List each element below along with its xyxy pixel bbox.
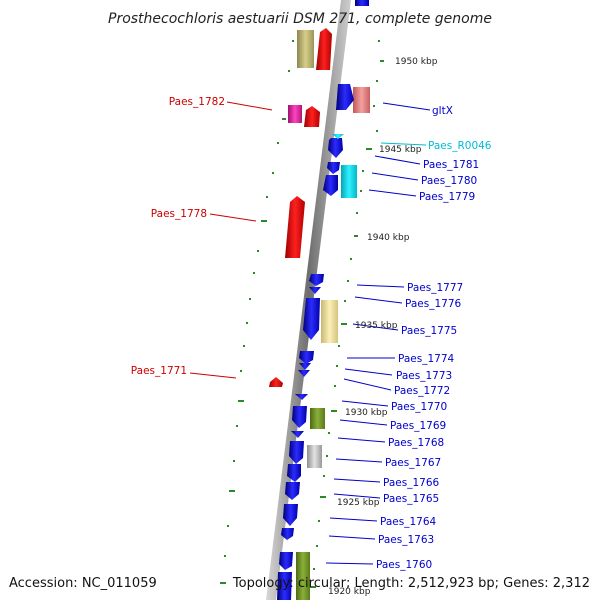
gene-arrow[interactable]	[309, 287, 321, 294]
right-gene-labels: gltX Paes_R0046 Paes_1781 Paes_1780 Paes…	[376, 105, 492, 571]
gene-label-paes-1779[interactable]: Paes_1779	[419, 191, 475, 203]
gene-arrow[interactable]	[328, 138, 343, 158]
gene-label-paes-1770[interactable]: Paes_1770	[391, 401, 447, 413]
gene-arrow[interactable]	[292, 406, 307, 428]
gene-label-paes-1776[interactable]: Paes_1776	[405, 298, 462, 310]
gene-arrow[interactable]	[336, 84, 354, 110]
gene-arrow[interactable]	[283, 504, 298, 526]
gene-label-paes-1772[interactable]: Paes_1772	[394, 385, 450, 397]
gene-label-paes-1781[interactable]: Paes_1781	[423, 159, 479, 171]
gc-bar	[288, 105, 302, 123]
reverse-genes	[269, 28, 332, 387]
gene-label-paes-1760[interactable]: Paes_1760	[376, 559, 432, 571]
gene-label-paes-1764[interactable]: Paes_1764	[380, 516, 437, 528]
scale-label: 1945 kbp	[379, 145, 422, 155]
gene-label-paes-1774[interactable]: Paes_1774	[398, 353, 455, 365]
gc-bar	[296, 552, 310, 600]
gene-label-paes-1782[interactable]: Paes_1782	[169, 96, 225, 108]
gene-label-paes-1767[interactable]: Paes_1767	[385, 457, 441, 469]
gene-arrow[interactable]	[289, 441, 304, 464]
gene-arrow[interactable]	[295, 394, 308, 400]
gene-label-paes-1766[interactable]: Paes_1766	[383, 477, 440, 489]
gc-content-bars	[288, 30, 370, 600]
gene-arrow[interactable]	[303, 298, 320, 340]
gene-label-paes-1763[interactable]: Paes_1763	[378, 534, 434, 546]
rna-gene-arrow[interactable]	[332, 134, 344, 139]
left-gene-labels: Paes_1782 Paes_1778 Paes_1771	[131, 96, 225, 377]
gene-arrow[interactable]	[298, 370, 310, 377]
topology-text: Topology: circular; Length: 2,512,923 bp…	[232, 576, 590, 591]
gene-label-paes-1768[interactable]: Paes_1768	[388, 437, 444, 449]
gene-arrow[interactable]	[287, 464, 301, 482]
gc-bar	[341, 165, 357, 198]
forward-genes	[277, 0, 369, 600]
gc-bar	[310, 408, 325, 429]
gene-label-paes-1771[interactable]: Paes_1771	[131, 365, 187, 377]
gc-track-dots	[220, 40, 384, 588]
gc-bar	[307, 445, 322, 468]
gene-label-paes-1769[interactable]: Paes_1769	[390, 420, 446, 432]
gene-arrow[interactable]	[279, 552, 293, 570]
gene-arrow[interactable]	[304, 106, 320, 127]
scale-label: 1920 kbp	[328, 587, 371, 597]
gc-bar	[297, 30, 314, 68]
gene-arrow[interactable]	[269, 377, 283, 387]
gene-arrow[interactable]	[277, 572, 292, 600]
gene-arrow[interactable]	[291, 431, 304, 438]
gene-label-paes-1777[interactable]: Paes_1777	[407, 282, 463, 294]
scale-labels: 1950 kbp 1945 kbp 1940 kbp 1935 kbp 1930…	[328, 57, 438, 597]
gene-label-paes-1778[interactable]: Paes_1778	[151, 208, 207, 220]
scale-label: 1925 kbp	[337, 498, 380, 508]
gene-label-paes-1765[interactable]: Paes_1765	[383, 493, 439, 505]
accession-text: Accession: NC_011059	[9, 576, 157, 591]
label-leader-lines	[189, 101, 431, 565]
gene-arrow[interactable]	[323, 175, 338, 196]
gc-bar	[321, 300, 338, 343]
gene-label-paes-1773[interactable]: Paes_1773	[396, 370, 452, 382]
gc-bar	[353, 87, 370, 113]
scale-label: 1935 kbp	[355, 321, 398, 331]
gene-arrow[interactable]	[327, 162, 340, 174]
gene-label-paes-r0046[interactable]: Paes_R0046	[428, 140, 492, 152]
gene-arrow[interactable]	[285, 196, 305, 258]
gene-arrow[interactable]	[281, 528, 294, 540]
gene-label-paes-1780[interactable]: Paes_1780	[421, 175, 477, 187]
gene-arrow[interactable]	[299, 351, 314, 364]
gene-arrow[interactable]	[309, 274, 324, 286]
map-title: Prosthecochloris aestuarii DSM 271, comp…	[108, 11, 492, 27]
gene-label-gltx[interactable]: gltX	[432, 105, 453, 117]
gene-arrow[interactable]	[299, 363, 311, 370]
gene-arrow[interactable]	[355, 0, 369, 6]
scale-label: 1930 kbp	[345, 408, 388, 418]
gene-arrow[interactable]	[285, 482, 300, 500]
gene-arrow[interactable]	[316, 28, 332, 70]
scale-label: 1940 kbp	[367, 233, 410, 243]
gene-label-paes-1775[interactable]: Paes_1775	[401, 325, 457, 337]
scale-label: 1950 kbp	[395, 57, 438, 67]
